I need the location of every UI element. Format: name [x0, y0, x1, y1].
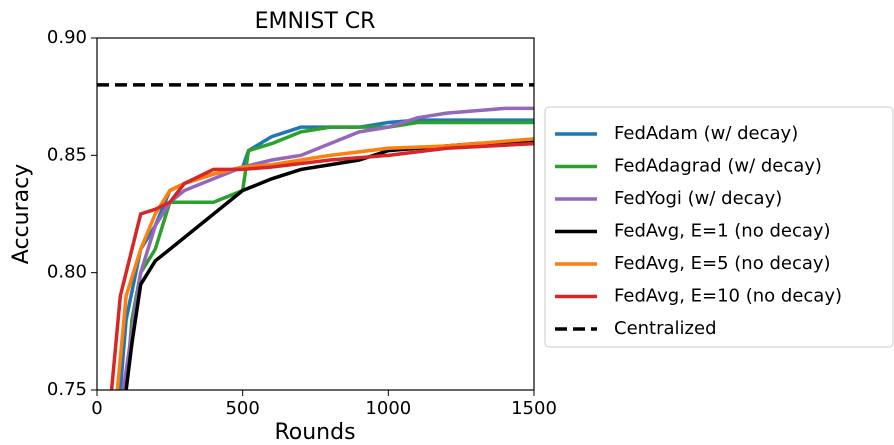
x-tick-label: 0 — [91, 398, 102, 419]
legend-label: FedAvg, E=10 (no decay) — [614, 286, 842, 307]
y-tick-label: 0.90 — [47, 27, 87, 48]
series-line — [121, 106, 534, 390]
y-tick-label: 0.85 — [47, 144, 87, 165]
legend-box — [544, 106, 894, 348]
series-line — [115, 137, 534, 390]
series-line — [124, 139, 534, 390]
legend-label: FedAdagrad (w/ decay) — [614, 156, 822, 177]
chart-title: EMNIST CR — [255, 9, 376, 34]
x-axis-label: Rounds — [274, 420, 355, 445]
legend-label: FedAvg, E=1 (no decay) — [614, 221, 831, 242]
x-tick-label: 1000 — [365, 398, 411, 419]
x-tick-label: 1500 — [511, 398, 557, 419]
plot-lines — [97, 83, 534, 390]
legend-label: Centralized — [614, 318, 717, 339]
series-line — [109, 141, 534, 390]
x-tick-label: 500 — [225, 398, 259, 419]
y-tick-label: 0.75 — [47, 379, 87, 400]
plot-frame — [96, 37, 535, 391]
series-line — [124, 120, 534, 390]
y-axis-label: Accuracy — [9, 164, 34, 264]
legend-label: FedYogi (w/ decay) — [614, 188, 782, 209]
legend-label: FedAdam (w/ decay) — [614, 123, 798, 144]
legend-label: FedAvg, E=5 (no decay) — [614, 253, 831, 274]
y-tick-label: 0.80 — [47, 262, 87, 283]
